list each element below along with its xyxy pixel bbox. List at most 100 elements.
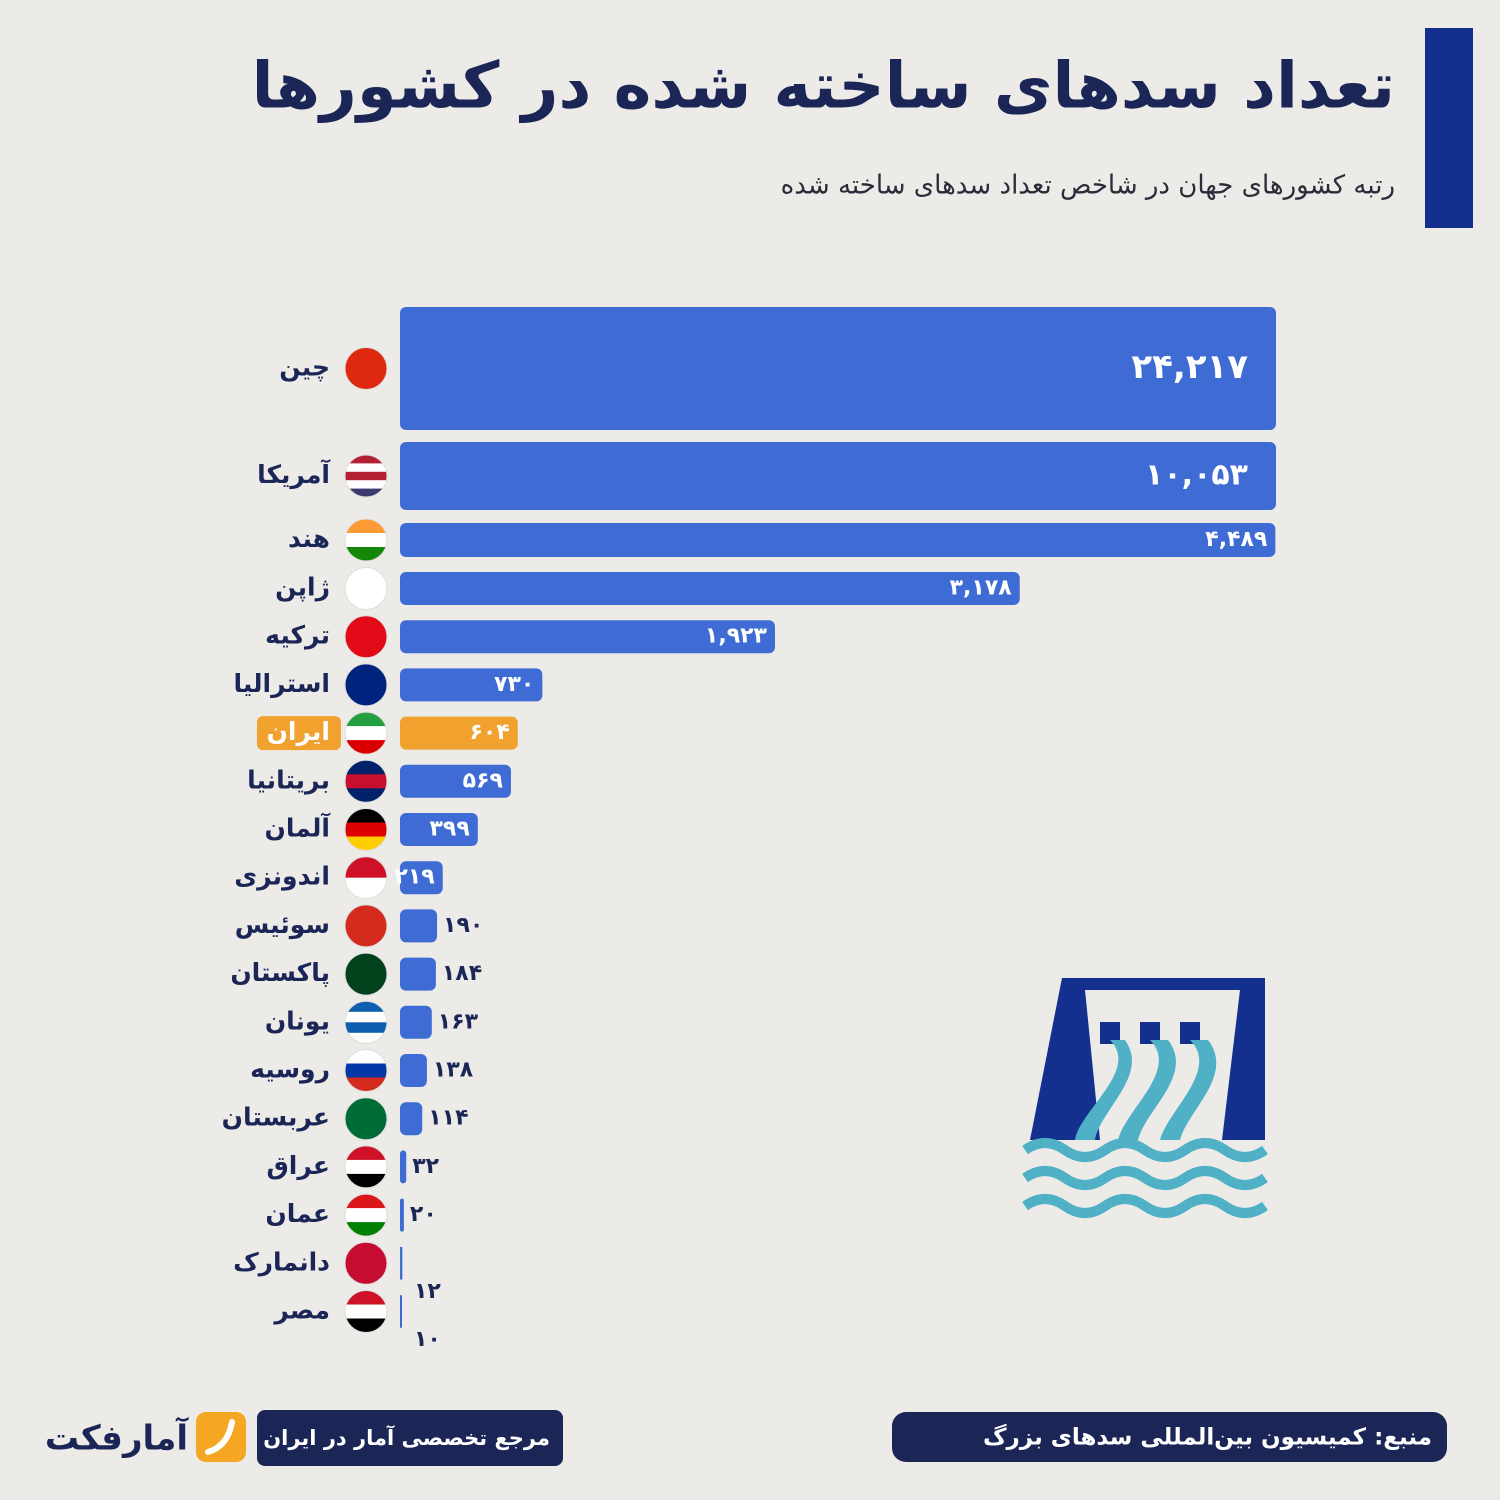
- bar: [400, 909, 438, 943]
- flag-border: [344, 1049, 388, 1092]
- flag: [345, 1194, 387, 1237]
- flag: [345, 615, 387, 658]
- flag-border: [344, 1241, 388, 1285]
- flag-stripe: [345, 567, 387, 610]
- flag-stripe: [345, 455, 387, 464]
- flag: [345, 567, 387, 610]
- brand-icon-mark: [205, 1419, 235, 1455]
- flag-stripe: [345, 856, 387, 879]
- category-label: استرالیا: [234, 669, 330, 699]
- value-label: ۶۰۴: [469, 720, 509, 745]
- bar: [400, 668, 543, 702]
- bar: [400, 764, 511, 798]
- chart-title: تعداد سدهای ساخته شده در کشورها: [252, 50, 1395, 124]
- title-accent: [1425, 28, 1473, 228]
- flag-stripe: [345, 1208, 387, 1223]
- chart-subtitle: رتبه کشورهای جهان در شاخص تعداد سدهای سا…: [781, 171, 1395, 201]
- value-label: ۷۳۰: [494, 672, 534, 697]
- bar: [400, 861, 443, 895]
- category-label: هند: [288, 524, 330, 553]
- bar: [400, 1246, 403, 1280]
- value-label: ۱,۹۲۳: [705, 624, 768, 649]
- flag-stripe: [345, 488, 387, 497]
- flag: [345, 760, 387, 803]
- brand-icon: [196, 1412, 246, 1462]
- bar: [400, 957, 436, 991]
- flag-stripe: [345, 760, 387, 775]
- category-label: سوئیس: [235, 910, 330, 940]
- flag: [345, 856, 387, 899]
- tagline: مرجع تخصصی آمار در ایران: [263, 1425, 550, 1450]
- flag-stripe: [345, 1063, 387, 1078]
- category-label: مصر: [272, 1296, 330, 1326]
- category-label: عمان: [265, 1199, 330, 1228]
- flag-border: [344, 347, 388, 390]
- value-label: ۱۶۳: [438, 1009, 479, 1034]
- category-label: عراق: [266, 1151, 330, 1181]
- value-label: ۱۳۸: [433, 1058, 474, 1083]
- value-label: ۲۰: [410, 1202, 437, 1227]
- bar-chart: چین ۲۴,۲۱۷ آمریکا ۱۰,۰۵۳ هند ۴,۴۸۹ ژاپن ۳,۱۷۸ تر…: [222, 307, 1276, 1352]
- category-label: ایران: [267, 717, 330, 747]
- bar: [400, 1102, 423, 1136]
- highlight-label-bg: [257, 716, 341, 751]
- flag-border: [344, 1193, 388, 1237]
- value-label: ۱۹۰: [443, 913, 483, 938]
- value-label: ۳۲: [412, 1154, 439, 1179]
- flag-stripe: [345, 1194, 387, 1209]
- bar: [400, 813, 478, 846]
- flag-stripe: [345, 1022, 387, 1034]
- flag-border: [344, 454, 388, 498]
- flag-stripe: [345, 1145, 387, 1161]
- value-label: ۱۰,۰۵۳: [1145, 458, 1248, 493]
- flag: [345, 519, 387, 561]
- tagline-pill: [257, 1410, 563, 1466]
- bar: [400, 1295, 402, 1328]
- flag: [345, 1290, 387, 1333]
- value-label: ۳۹۹: [430, 817, 470, 842]
- flag-border: [344, 1290, 388, 1333]
- flag-stripe: [345, 1173, 387, 1188]
- flag-border: [344, 904, 388, 948]
- flag-stripe: [345, 663, 387, 706]
- flag: [345, 1001, 387, 1044]
- value-label: ۱۲: [414, 1279, 441, 1304]
- flag-stripe: [345, 808, 387, 823]
- flag-stripe: [345, 1222, 387, 1237]
- category-label: آمریکا: [257, 459, 331, 490]
- category-label: دانمارک: [233, 1247, 330, 1276]
- category-label: ژاپن: [275, 573, 330, 603]
- flag-border: [344, 1145, 388, 1189]
- flag: [345, 663, 387, 706]
- flag: [345, 1242, 387, 1285]
- bar: [400, 1150, 407, 1184]
- bar: [400, 716, 518, 750]
- flag-stripe: [345, 1001, 387, 1013]
- flag-border: [344, 518, 388, 562]
- flag-stripe: [345, 347, 387, 390]
- flag: [345, 347, 387, 390]
- flag-stripe: [345, 615, 387, 658]
- category-label: بریتانیا: [247, 765, 330, 795]
- source: منبع: کمیسیون بین‌المللی سدهای بزرگ: [983, 1424, 1432, 1451]
- bar: [400, 442, 1276, 510]
- flag-stripe: [345, 877, 387, 899]
- flag: [345, 1049, 387, 1092]
- flag-border: [344, 1097, 388, 1141]
- flag-stripe: [345, 1077, 387, 1092]
- category-label: چین: [279, 353, 330, 383]
- flag-stripe: [345, 519, 387, 534]
- flag-stripe: [345, 547, 387, 561]
- flag-stripe: [345, 788, 387, 803]
- flag-stripe: [345, 1011, 387, 1023]
- flag-stripe: [345, 471, 387, 481]
- flag-stripe: [345, 1032, 387, 1044]
- flag-stripe: [345, 533, 387, 548]
- flag-border: [344, 711, 388, 755]
- dam-icon: [1022, 978, 1268, 1218]
- flag-border: [344, 856, 388, 900]
- flag-stripe: [345, 726, 387, 741]
- bar: [400, 1005, 432, 1039]
- bar: [400, 1054, 427, 1087]
